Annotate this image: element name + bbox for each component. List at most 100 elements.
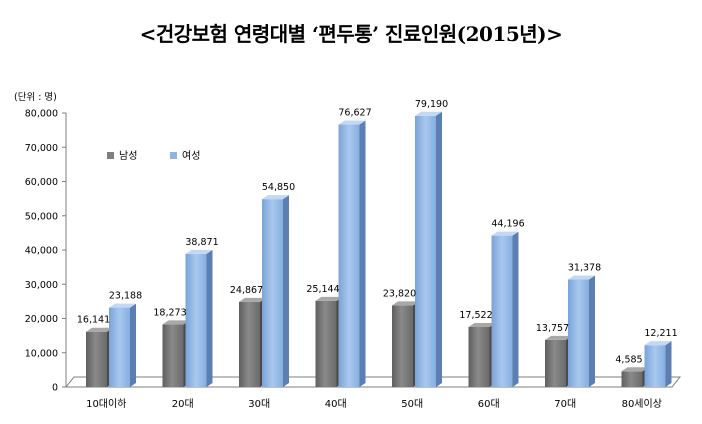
legend-item: 여성 xyxy=(170,150,200,162)
category-label: 80세이상 xyxy=(622,398,662,410)
bar-female xyxy=(109,303,136,387)
bar-front xyxy=(392,305,413,387)
bar-top xyxy=(491,231,519,236)
bar-top xyxy=(109,303,136,308)
bar-front xyxy=(262,199,283,387)
data-label: 16,141 xyxy=(77,315,110,326)
bar-female xyxy=(491,231,519,387)
data-label: 18,273 xyxy=(153,307,186,318)
data-label: 25,144 xyxy=(306,284,339,295)
bar-top xyxy=(262,195,289,200)
bar-female xyxy=(415,111,442,388)
bar-male xyxy=(315,296,343,387)
bar-side xyxy=(283,195,289,387)
bar-front xyxy=(185,253,207,387)
bar-male xyxy=(239,297,266,387)
bar-front xyxy=(621,371,643,387)
legend-item: 남성 xyxy=(107,150,137,162)
data-label: 76,627 xyxy=(338,108,371,119)
y-tick-label: 60,000 xyxy=(25,177,58,188)
y-tick-label: 0 xyxy=(52,383,58,394)
bar-side xyxy=(130,303,136,387)
category-labels: 10대이하 20대 30대 40대 50대 60대 70대 80세이상 xyxy=(86,397,662,410)
data-label: 31,378 xyxy=(568,263,601,274)
bar-front xyxy=(415,115,436,388)
bar-front xyxy=(468,326,490,387)
category-label: 40대 xyxy=(325,398,347,410)
bar-female xyxy=(185,249,213,387)
chart-title: <건강보험 연령대별 ‘편두통’ 진료인원(2015년)> xyxy=(139,22,563,46)
data-label: 54,850 xyxy=(262,182,295,193)
bar-top xyxy=(185,249,213,254)
legend-label: 남성 xyxy=(119,150,137,162)
y-tick-label: 70,000 xyxy=(25,143,58,154)
bar-male xyxy=(392,301,419,387)
data-label: 12,211 xyxy=(644,328,677,339)
data-label: 79,190 xyxy=(415,99,448,110)
bar-male xyxy=(621,367,649,387)
bar-top xyxy=(568,275,595,280)
bar-side xyxy=(589,275,595,387)
category-label: 10대이하 xyxy=(86,397,126,410)
bar-top xyxy=(239,297,266,302)
bar-side xyxy=(359,120,366,388)
bar-front xyxy=(644,345,666,387)
bar-female xyxy=(644,341,672,387)
bar-top xyxy=(468,322,496,327)
y-tick-label: 20,000 xyxy=(25,314,58,325)
legend-label: 여성 xyxy=(182,150,200,162)
data-label: 23,820 xyxy=(383,288,416,299)
data-label: 44,196 xyxy=(491,219,524,230)
category-label: 60대 xyxy=(478,398,500,410)
y-tick-label: 40,000 xyxy=(25,246,58,257)
bar-side xyxy=(512,231,519,387)
legend: 남성 여성 xyxy=(107,150,200,162)
bar-side xyxy=(206,249,213,387)
bar-top xyxy=(415,111,442,116)
bar-front xyxy=(162,324,184,387)
y-tick-label: 80,000 xyxy=(25,109,58,120)
bar-top xyxy=(644,341,672,346)
bar-side xyxy=(665,341,672,387)
bar-top xyxy=(545,335,572,340)
legend-swatch xyxy=(170,152,177,159)
data-label: 17,522 xyxy=(459,310,492,321)
data-label: 23,188 xyxy=(109,291,142,302)
data-label: 13,757 xyxy=(536,323,569,334)
category-label: 50대 xyxy=(401,398,423,410)
bar-front xyxy=(545,339,566,387)
legend-swatch xyxy=(107,152,114,159)
data-label: 38,871 xyxy=(185,237,218,248)
category-label: 20대 xyxy=(172,398,194,410)
bar-male xyxy=(468,322,496,387)
bar-male xyxy=(162,320,190,387)
bar-front xyxy=(491,235,513,387)
y-tick-labels: 0 10,000 20,000 30,000 40,000 50,000 60,000 70,… xyxy=(25,109,58,394)
bar-front xyxy=(109,307,130,387)
unit-label: (단위 : 명) xyxy=(14,91,57,103)
bar-top xyxy=(621,367,649,372)
bar-top xyxy=(162,320,190,325)
bar-top xyxy=(392,301,419,306)
y-axis xyxy=(62,112,67,388)
category-label: 70대 xyxy=(554,398,576,410)
bar-front xyxy=(568,279,589,387)
bar-front xyxy=(239,301,260,387)
bar-female xyxy=(338,120,366,388)
bar-female xyxy=(568,275,595,387)
bar-female xyxy=(262,195,289,387)
data-labels: 16,141 23,188 18,273 38,871 24,867 54,850 25,1… xyxy=(77,99,678,366)
bar-top xyxy=(315,296,343,301)
y-tick-label: 30,000 xyxy=(25,280,58,291)
category-label: 30대 xyxy=(248,398,270,410)
data-label: 4,585 xyxy=(615,354,642,365)
bar-front xyxy=(86,331,107,387)
y-tick-label: 10,000 xyxy=(25,348,58,359)
bar-front xyxy=(315,300,337,387)
bar-top xyxy=(86,327,113,332)
bars xyxy=(86,111,672,388)
bar-front xyxy=(338,124,360,388)
bar-male xyxy=(545,335,572,387)
data-label: 24,867 xyxy=(230,285,263,296)
